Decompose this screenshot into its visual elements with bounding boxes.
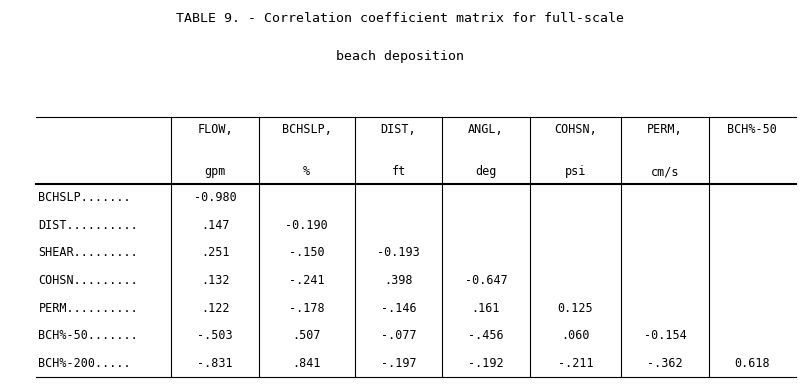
Text: PERM..........: PERM.......... — [38, 302, 138, 315]
Text: -.362: -.362 — [647, 357, 682, 370]
Text: -.077: -.077 — [381, 329, 416, 342]
Text: TABLE 9. - Correlation coefficient matrix for full-scale: TABLE 9. - Correlation coefficient matri… — [176, 12, 624, 25]
Text: beach deposition: beach deposition — [336, 50, 464, 63]
Text: -0.154: -0.154 — [643, 329, 686, 342]
Text: -0.980: -0.980 — [194, 191, 237, 204]
Text: .147: .147 — [201, 219, 230, 232]
Text: .161: .161 — [472, 302, 500, 315]
Text: ft: ft — [391, 165, 406, 178]
Text: .132: .132 — [201, 274, 230, 287]
Text: -.831: -.831 — [198, 357, 233, 370]
Text: 0.125: 0.125 — [558, 302, 594, 315]
Text: DIST..........: DIST.......... — [38, 219, 138, 232]
Text: COHSN,: COHSN, — [554, 123, 597, 136]
Text: BCH%-50: BCH%-50 — [727, 123, 778, 136]
Text: -.503: -.503 — [198, 329, 233, 342]
Text: BCH%-200.....: BCH%-200..... — [38, 357, 131, 370]
Text: -.192: -.192 — [468, 357, 504, 370]
Text: -0.193: -0.193 — [377, 246, 420, 259]
Text: PERM,: PERM, — [647, 123, 682, 136]
Text: .398: .398 — [384, 274, 413, 287]
Text: gpm: gpm — [204, 165, 226, 178]
Text: COHSN.........: COHSN......... — [38, 274, 138, 287]
Text: -.150: -.150 — [289, 246, 325, 259]
Text: deg: deg — [475, 165, 497, 178]
Text: psi: psi — [565, 165, 586, 178]
Text: ANGL,: ANGL, — [468, 123, 504, 136]
Text: -.241: -.241 — [289, 274, 325, 287]
Text: BCHSLP,: BCHSLP, — [282, 123, 332, 136]
Text: 0.618: 0.618 — [734, 357, 770, 370]
Text: .251: .251 — [201, 246, 230, 259]
Text: -.456: -.456 — [468, 329, 504, 342]
Text: -0.647: -0.647 — [465, 274, 507, 287]
Text: BCH%-50.......: BCH%-50....... — [38, 329, 138, 342]
Text: -.146: -.146 — [381, 302, 416, 315]
Text: BCHSLP.......: BCHSLP....... — [38, 191, 131, 204]
Text: FLOW,: FLOW, — [198, 123, 233, 136]
Text: %: % — [303, 165, 310, 178]
Text: DIST,: DIST, — [381, 123, 416, 136]
Text: cm/s: cm/s — [650, 165, 679, 178]
Text: .122: .122 — [201, 302, 230, 315]
Text: .060: .060 — [561, 329, 590, 342]
Text: .507: .507 — [293, 329, 321, 342]
Text: .841: .841 — [293, 357, 321, 370]
Text: -0.190: -0.190 — [286, 219, 328, 232]
Text: -.197: -.197 — [381, 357, 416, 370]
Text: -.211: -.211 — [558, 357, 594, 370]
Text: -.178: -.178 — [289, 302, 325, 315]
Text: SHEAR.........: SHEAR......... — [38, 246, 138, 259]
